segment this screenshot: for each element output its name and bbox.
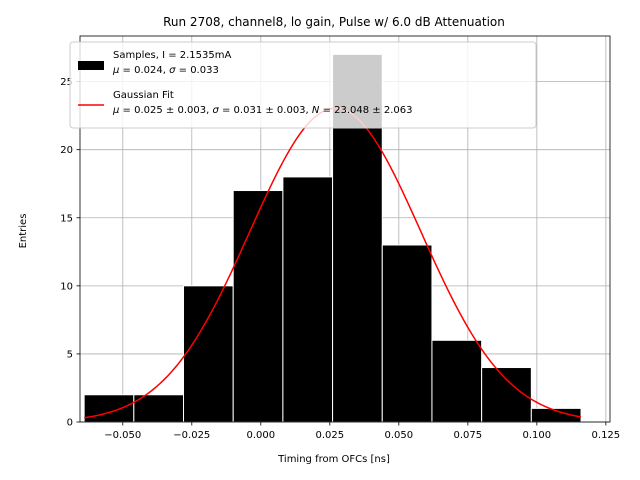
x-axis-ticks: −0.050 −0.025 0.000 0.025 0.050 0.075 0.100 0.1… [104, 422, 620, 441]
y-axis-label: Entries [18, 214, 29, 249]
legend-text-span: σ [169, 65, 176, 76]
x-tick-label: 0.100 [523, 430, 552, 441]
histogram-bar [481, 367, 532, 423]
legend: Samples, I = 2.1535mA μ = 0.024, σ = 0.03… [69, 41, 537, 129]
legend-text-span: N [312, 105, 320, 116]
y-tick-label: 25 [60, 77, 73, 88]
legend-entry-line2: μ = 0.025 ± 0.003, σ = 0.031 ± 0.003, N … [112, 105, 412, 116]
histogram-bar [431, 339, 483, 423]
legend-box [69, 41, 537, 129]
histogram-bar [83, 394, 135, 423]
legend-text-span: μ [112, 105, 119, 116]
x-tick-label: −0.025 [173, 430, 210, 441]
y-tick-label: 10 [60, 281, 73, 292]
legend-text-span: = 0.024, [119, 65, 169, 76]
x-tick-label: 0.000 [246, 430, 275, 441]
histogram-bar [232, 190, 284, 423]
legend-text-span: = 23.048 ± 2.063 [319, 105, 412, 116]
histogram-bar [381, 244, 433, 423]
x-tick-label: −0.050 [104, 430, 141, 441]
legend-text-span: = 0.025 ± 0.003, [119, 105, 212, 116]
histogram-bar [282, 176, 334, 423]
y-tick-label: 5 [67, 349, 73, 360]
legend-swatch-samples [78, 61, 104, 70]
histogram-bar [183, 285, 234, 423]
x-tick-label: 0.025 [315, 430, 344, 441]
chart-title: Run 2708, channel8, lo gain, Pulse w/ 6.… [163, 15, 505, 29]
y-tick-label: 20 [60, 145, 73, 156]
legend-entry-line1: Samples, I = 2.1535mA [113, 50, 231, 61]
x-axis-label: Timing from OFCs [ns] [277, 454, 390, 465]
y-tick-label: 15 [60, 213, 73, 224]
legend-entry-line1: Gaussian Fit [113, 90, 174, 101]
x-tick-label: 0.075 [454, 430, 483, 441]
x-tick-label: 0.125 [592, 430, 621, 441]
legend-entry-line2: μ = 0.024, σ = 0.033 [112, 65, 219, 76]
x-tick-label: 0.050 [385, 430, 414, 441]
legend-text-span: = 0.031 ± 0.003, [219, 105, 312, 116]
legend-text-span: μ [112, 65, 119, 76]
plot-frame [79, 35, 611, 423]
legend-text-span: = 0.033 [175, 65, 218, 76]
y-tick-label: 0 [67, 418, 73, 429]
legend-text-span: σ [212, 105, 219, 116]
